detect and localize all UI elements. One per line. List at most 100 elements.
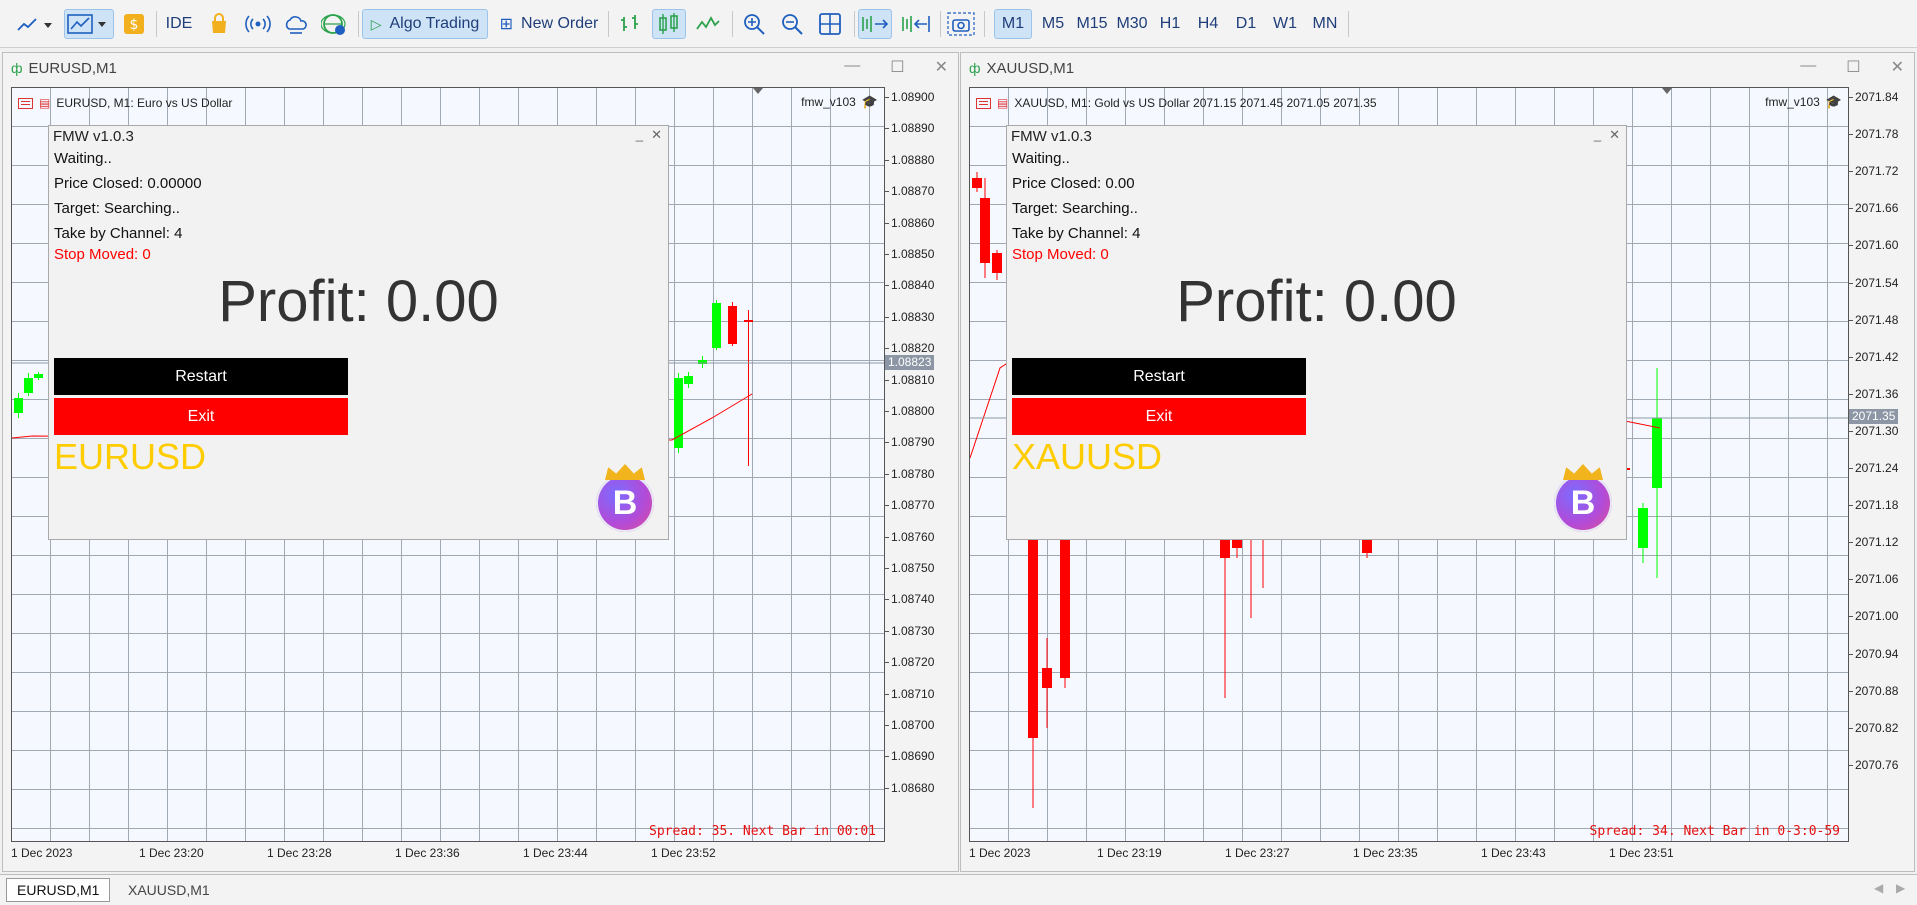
zoom-in-icon[interactable]: [740, 9, 768, 39]
chart-shift-marker: [753, 88, 763, 94]
market-dollar-icon[interactable]: $: [122, 9, 146, 39]
panel-minimize-icon[interactable]: _: [1593, 127, 1602, 142]
candle-body: [34, 374, 43, 378]
ide-button[interactable]: IDE: [165, 15, 193, 32]
community-globe-icon[interactable]: [320, 9, 348, 39]
price-tick: 2070.94: [1848, 646, 1899, 661]
ea-hat-icon: 🎓: [1825, 94, 1842, 109]
take-by-channel-text: Take by Channel: 4: [54, 225, 183, 242]
minimize-icon[interactable]: —: [1800, 57, 1817, 74]
signals-icon[interactable]: [244, 9, 272, 39]
line-chart-dropdown-icon[interactable]: [14, 9, 58, 39]
indicators-dropdown-icon[interactable]: [64, 9, 114, 39]
price-tick: 1.08820: [884, 341, 935, 356]
ea-label[interactable]: fmw_v103 🎓: [801, 94, 878, 110]
target-text: Target: Searching..: [54, 200, 180, 217]
price-tick: 2071.12: [1848, 535, 1899, 550]
tile-windows-icon[interactable]: [816, 9, 844, 39]
line-chart-icon[interactable]: [694, 9, 722, 39]
price-tick: 1.08760: [884, 529, 935, 544]
timeframe-h4[interactable]: H4: [1197, 15, 1219, 32]
tab-scroll-right-icon[interactable]: ▶: [1896, 881, 1906, 895]
window-controls: — ☐ ✕: [844, 57, 948, 77]
timeframe-m1[interactable]: M1: [994, 9, 1032, 39]
shopping-bag-icon[interactable]: [206, 9, 232, 39]
ea-label[interactable]: fmw_v103 🎓: [1765, 94, 1842, 110]
price-tick: 2071.66: [1848, 201, 1899, 216]
timeframe-d1[interactable]: D1: [1235, 15, 1257, 32]
close-icon[interactable]: ✕: [934, 59, 948, 76]
price-axis[interactable]: 1.08680 1.08690 1.08700 1.08710 1.08720 1.087…: [884, 87, 945, 842]
candle-body: [1028, 488, 1038, 738]
price-tick: 1.08900: [884, 90, 935, 104]
restart-button[interactable]: Restart: [1012, 358, 1306, 395]
panel-title: FMW v1.0.3: [53, 127, 134, 145]
candle-body: [992, 253, 1002, 273]
bar-chart-icon[interactable]: [616, 9, 644, 39]
panel-close-icon[interactable]: ✕: [651, 127, 662, 142]
window-title-bar[interactable]: ф EURUSD,M1: [3, 53, 958, 83]
timeframe-m15[interactable]: M15: [1076, 15, 1108, 32]
chart-window-icon: ф: [11, 60, 23, 76]
algo-trading-button[interactable]: ▷ Algo Trading: [362, 9, 488, 39]
spread-info: Spread: 34. Next Bar in 0-3:0-59: [1589, 824, 1840, 839]
chart-symbol-description: XAUUSD, M1: Gold vs US Dollar 2071.15 20…: [1014, 96, 1377, 110]
new-order-icon: ⊞: [499, 16, 514, 33]
maximize-icon[interactable]: ☐: [890, 59, 905, 76]
profit-display: Profit: 0.00: [218, 269, 499, 334]
price-tick: 2070.88: [1848, 683, 1899, 698]
maximize-icon[interactable]: ☐: [1846, 59, 1861, 76]
auto-scroll-icon[interactable]: [858, 9, 892, 39]
timeframe-w1[interactable]: W1: [1273, 15, 1297, 32]
ea-panel[interactable]: FMW v1.0.3 _ ✕ Waiting.. Price Closed: 0…: [1006, 125, 1627, 540]
time-tick: 1 Dec 23:44: [523, 846, 588, 860]
timeframe-m5[interactable]: M5: [1041, 15, 1065, 32]
exit-button[interactable]: Exit: [1012, 398, 1306, 435]
price-tick: 2071.24: [1848, 461, 1899, 475]
close-icon[interactable]: ✕: [1890, 59, 1904, 76]
moving-average-line: [12, 393, 753, 441]
time-tick: 1 Dec 23:51: [1609, 846, 1674, 860]
price-tick: 2071.30: [1848, 423, 1899, 438]
price-tick: 2071.78: [1848, 127, 1899, 142]
candle-body: [1652, 418, 1662, 488]
chart-window-eurusd[interactable]: ф EURUSD,M1 — ☐ ✕ ▤ EURUSD, M1: Euro vs …: [2, 52, 959, 872]
price-axis[interactable]: 2070.76 2070.82 2070.88 2070.94 2071.00 2071.…: [1848, 87, 1909, 842]
svg-text:$: $: [130, 17, 139, 33]
time-tick: 1 Dec 2023: [11, 846, 73, 860]
panel-close-icon[interactable]: ✕: [1609, 127, 1620, 142]
price-tick: 1.08840: [884, 278, 935, 293]
chart-header: ▤ XAUUSD, M1: Gold vs US Dollar 2071.15 …: [976, 96, 1377, 110]
restart-button[interactable]: Restart: [54, 358, 348, 395]
timeframe-h1[interactable]: H1: [1159, 15, 1181, 32]
chart-shift-icon[interactable]: [898, 9, 932, 39]
window-title-bar[interactable]: ф XAUUSD,M1: [961, 53, 1914, 83]
panel-title-bar[interactable]: FMW v1.0.3: [49, 126, 668, 146]
timeframe-mn[interactable]: MN: [1312, 15, 1338, 32]
price-tick: 1.08700: [884, 718, 935, 732]
chart-plot-area[interactable]: ▤ XAUUSD, M1: Gold vs US Dollar 2071.15 …: [969, 87, 1849, 842]
tab-eurusd-m1[interactable]: EURUSD,M1: [6, 878, 111, 902]
tab-xauusd-m1[interactable]: XAUUSD,M1: [128, 882, 210, 898]
tab-scroll-left-icon[interactable]: ◀: [1874, 881, 1884, 895]
time-tick: 1 Dec 2023: [969, 846, 1031, 860]
time-axis[interactable]: 1 Dec 2023 1 Dec 23:19 1 Dec 23:27 1 Dec 23…: [969, 842, 1849, 864]
candle-body: [972, 178, 982, 188]
new-order-button[interactable]: ⊞ New Order: [496, 9, 602, 39]
panel-minimize-icon[interactable]: _: [635, 127, 644, 142]
panel-title-bar[interactable]: FMW v1.0.3: [1007, 126, 1626, 146]
cloud-vps-icon[interactable]: [282, 9, 310, 39]
chart-plot-area[interactable]: ▤ EURUSD, M1: Euro vs US Dollar fmw_v103…: [11, 87, 885, 842]
screenshot-camera-icon[interactable]: [946, 9, 976, 39]
chart-tabs-bar: EURUSD,M1 XAUUSD,M1 ◀ ▶: [0, 874, 1917, 905]
status-text: Waiting..: [1012, 150, 1070, 167]
algo-trading-label: Algo Trading: [389, 15, 480, 32]
exit-button[interactable]: Exit: [54, 398, 348, 435]
chart-window-xauusd[interactable]: ф XAUUSD,M1 — ☐ ✕ ▤ XAUUSD, M1: Gold vs …: [960, 52, 1915, 872]
time-axis[interactable]: 1 Dec 2023 1 Dec 23:20 1 Dec 23:28 1 Dec 23…: [11, 842, 885, 864]
timeframe-m30[interactable]: M30: [1116, 15, 1148, 32]
candlestick-chart-icon[interactable]: [652, 9, 686, 39]
ea-panel[interactable]: FMW v1.0.3 _ ✕ Waiting.. Price Closed: 0…: [48, 125, 669, 540]
zoom-out-icon[interactable]: [778, 9, 806, 39]
minimize-icon[interactable]: —: [844, 57, 861, 74]
